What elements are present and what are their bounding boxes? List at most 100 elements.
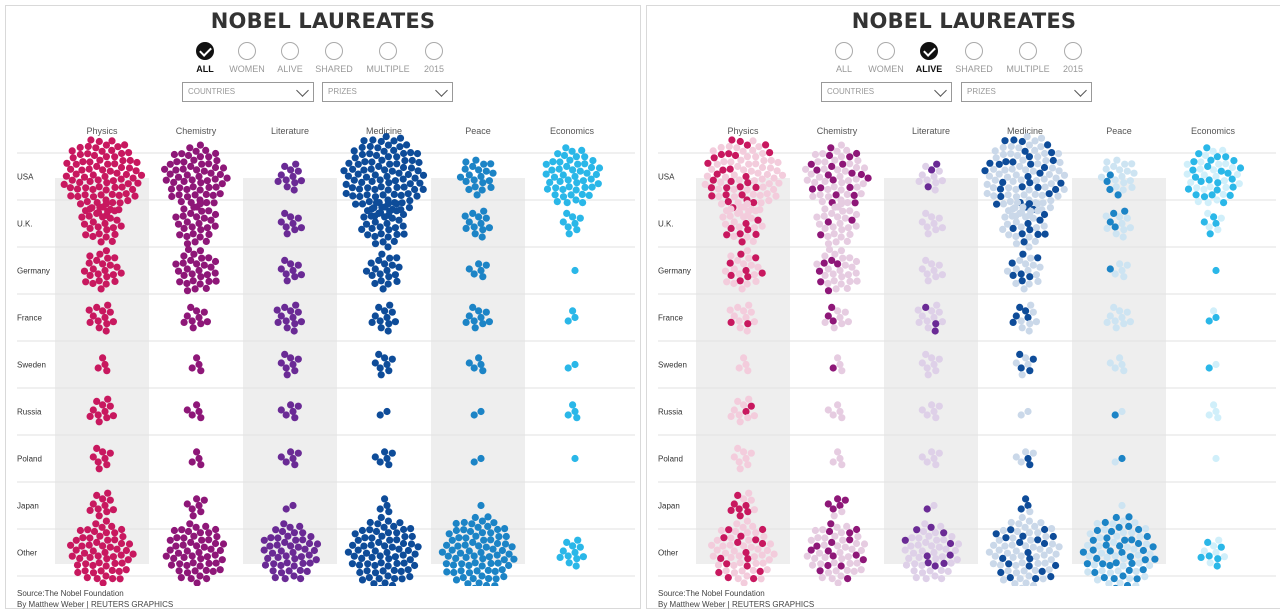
laureate-dot: [935, 308, 943, 316]
laureate-dot: [381, 495, 389, 503]
laureate-dot: [108, 146, 116, 154]
filter-all[interactable]: ALL: [817, 42, 871, 74]
laureate-dot: [287, 401, 295, 409]
laureate-dot: [1207, 156, 1215, 164]
laureate-dot: [494, 525, 502, 534]
filter-alive[interactable]: ALIVE: [902, 42, 956, 74]
laureate-dot: [932, 226, 940, 234]
laureate-dot: [744, 555, 752, 563]
laureate-dot: [93, 256, 101, 264]
laureate-dot: [468, 520, 476, 528]
laureate-dot: [579, 553, 588, 561]
countries-select[interactable]: COUNTRIES: [821, 82, 952, 102]
laureate-dot: [371, 453, 379, 461]
laureate-dot: [999, 576, 1008, 584]
laureate-dot: [294, 214, 302, 222]
laureate-dot: [393, 536, 401, 544]
laureate-dot: [396, 134, 405, 142]
laureate-dot: [829, 176, 837, 184]
laureate-dot: [944, 567, 952, 575]
prizes-select[interactable]: PRIZES: [961, 82, 1092, 102]
laureate-dot: [190, 156, 198, 164]
laureate-dot: [419, 185, 427, 193]
laureate-dot: [89, 185, 97, 194]
laureate-dot: [901, 536, 909, 544]
laureate-dot: [487, 559, 495, 567]
laureate-dot: [1191, 173, 1200, 181]
prizes-select[interactable]: PRIZES: [322, 82, 453, 102]
laureate-dot: [714, 185, 723, 193]
laureate-dot: [736, 418, 744, 426]
laureate-dot: [216, 546, 224, 555]
laureate-dot: [740, 260, 748, 268]
laureate-dot: [995, 546, 1003, 554]
laureate-dot: [923, 458, 931, 466]
laureate-dot: [106, 449, 114, 457]
laureate-dot: [174, 267, 183, 275]
laureate-dot: [1112, 584, 1119, 586]
laureate-dot: [1016, 162, 1024, 170]
filter-2015[interactable]: 2015: [1046, 42, 1100, 74]
laureate-dot: [166, 546, 174, 554]
laureate-dot: [838, 226, 846, 234]
laureate-dot: [821, 158, 829, 166]
filter-shared[interactable]: SHARED: [947, 42, 1001, 74]
laureate-dot: [834, 307, 842, 315]
filter-multiple[interactable]: MULTIPLE: [361, 42, 415, 74]
laureate-dot: [134, 179, 142, 187]
laureate-dot: [205, 160, 213, 168]
laureate-dot: [296, 522, 304, 530]
filter-women[interactable]: WOMEN: [220, 42, 274, 74]
laureate-dot: [350, 552, 358, 560]
laureate-dot: [571, 313, 579, 322]
laureate-dot: [401, 157, 409, 165]
filter-women[interactable]: WOMEN: [859, 42, 913, 74]
laureate-dot: [277, 406, 285, 414]
filter-multiple[interactable]: MULTIPLE: [1001, 42, 1055, 74]
laureate-dot: [354, 160, 362, 168]
laureate-dot: [1034, 230, 1042, 238]
filter-alive[interactable]: ALIVE: [263, 42, 317, 74]
laureate-dot: [89, 453, 97, 461]
laureate-dot: [381, 579, 389, 586]
countries-select[interactable]: COUNTRIES: [182, 82, 314, 102]
laureate-dot: [824, 569, 833, 577]
row-label-other: Other: [17, 549, 37, 558]
filter-2015[interactable]: 2015: [407, 42, 461, 74]
laureate-dot: [191, 191, 199, 199]
laureate-dot: [839, 254, 847, 262]
laureate-dot: [922, 256, 930, 264]
laureate-dot: [94, 505, 102, 513]
laureate-dot: [498, 566, 506, 574]
laureate-dot: [383, 360, 391, 369]
laureate-dot: [377, 230, 385, 238]
row-label-poland: Poland: [17, 455, 42, 464]
laureate-dot: [187, 538, 195, 546]
laureate-dot: [1093, 554, 1101, 562]
laureate-dot: [742, 313, 750, 322]
laureate-dot: [999, 178, 1007, 186]
laureate-dot: [1224, 169, 1232, 177]
laureate-dot: [416, 179, 424, 187]
filter-all[interactable]: ALL: [178, 42, 232, 74]
laureate-dot: [443, 541, 451, 549]
laureate-dot: [1106, 171, 1114, 179]
laureate-dot: [935, 261, 943, 269]
laureate-dot: [86, 318, 94, 326]
filter-shared[interactable]: SHARED: [307, 42, 361, 74]
laureate-dot: [203, 177, 211, 185]
laureate-dot: [1013, 527, 1022, 536]
laureate-dot: [501, 540, 510, 548]
laureate-dot: [737, 250, 745, 258]
filter-circle-icon: [325, 42, 343, 60]
laureate-dot: [759, 559, 767, 567]
laureate-dot: [193, 354, 201, 362]
laureate-dot: [470, 364, 478, 372]
laureate-dot: [365, 574, 373, 582]
laureate-dot: [817, 278, 825, 286]
laureate-dot: [990, 192, 998, 200]
laureate-dot: [366, 526, 374, 534]
laureate-dot: [212, 559, 220, 567]
laureate-dot: [999, 143, 1007, 152]
laureate-dot: [1141, 556, 1149, 564]
